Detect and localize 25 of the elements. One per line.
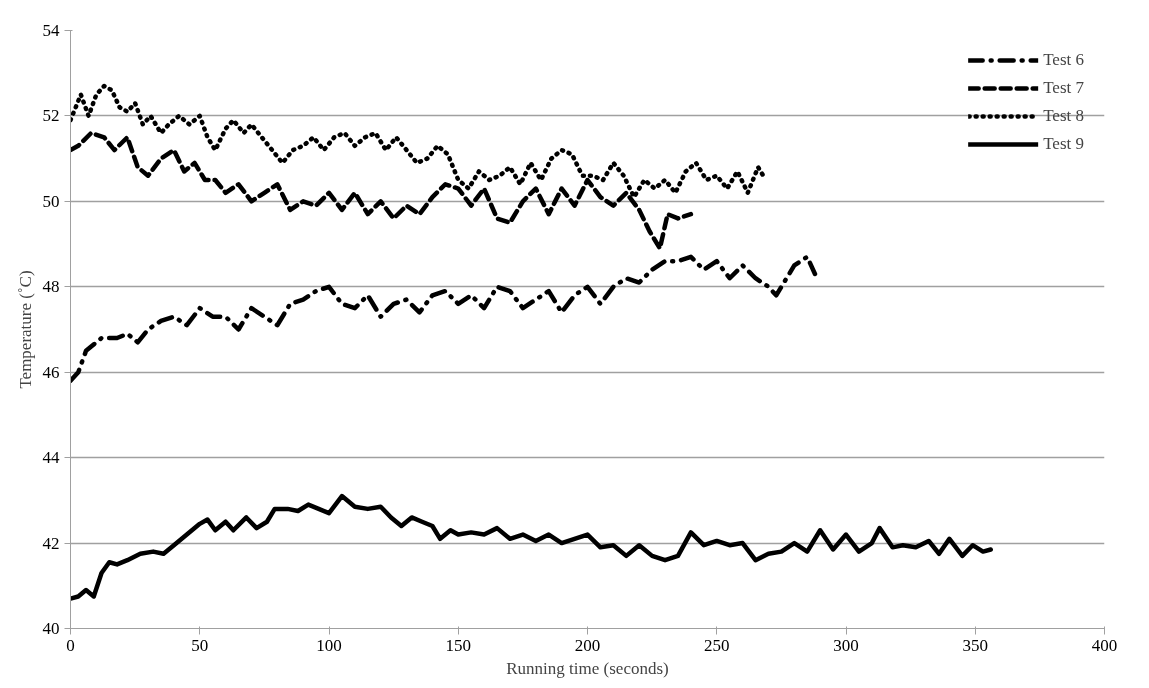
- y-tick-label: 54: [42, 21, 60, 40]
- x-axis-title: Running time (seconds): [506, 658, 669, 678]
- y-tick-label: 52: [42, 106, 60, 126]
- x-tick-label: 50: [191, 635, 209, 655]
- y-tick-label: 44: [42, 448, 60, 468]
- legend-label: Test 7: [1043, 78, 1084, 98]
- y-tick-label: 40: [42, 619, 60, 638]
- y-tick-label: 46: [42, 362, 60, 382]
- y-tick-label: 50: [42, 191, 60, 211]
- legend-label: Test 6: [1043, 50, 1084, 70]
- x-tick-label: 300: [833, 635, 859, 655]
- x-tick-label: 0: [66, 635, 75, 655]
- x-tick-label: 100: [316, 635, 342, 655]
- x-tick-label: 400: [1091, 635, 1118, 655]
- y-tick-label: 42: [42, 533, 60, 553]
- x-tick-label: 350: [962, 635, 988, 655]
- legend-label: Test 8: [1043, 106, 1084, 126]
- x-tick-label: 150: [445, 635, 471, 655]
- x-tick-label: 250: [704, 635, 730, 655]
- y-tick-label: 48: [42, 277, 60, 297]
- x-tick-label: 200: [574, 635, 601, 655]
- line-series: [70, 493, 994, 601]
- y-axis-title: Temperature (˚C): [15, 270, 35, 389]
- legend-label: Test 9: [1043, 134, 1084, 154]
- line-series: [70, 254, 818, 384]
